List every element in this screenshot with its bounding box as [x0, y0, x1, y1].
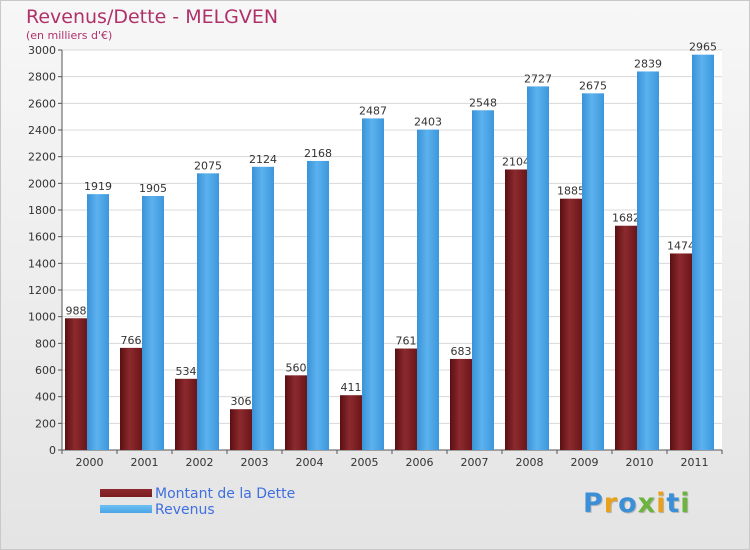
- bar-dette-label: 761: [396, 335, 417, 348]
- bar-dette-label: 766: [121, 334, 142, 347]
- x-tick-label: 2011: [681, 456, 709, 469]
- x-tick-label: 2005: [351, 456, 379, 469]
- y-tick-label: 1400: [28, 257, 56, 270]
- legend-label-dette: Montant de la Dette: [155, 486, 296, 502]
- y-tick-label: 2200: [28, 151, 56, 164]
- y-tick-label: 2000: [28, 177, 56, 190]
- bar-revenus: [472, 110, 494, 451]
- y-tick-label: 1800: [28, 204, 56, 217]
- y-tick-label: 2600: [28, 97, 56, 110]
- bar-revenus-label: 2487: [359, 104, 387, 117]
- bar-revenus: [637, 71, 659, 450]
- bar-dette: [65, 318, 87, 450]
- bar-dette: [120, 347, 142, 450]
- bar-dette-label: 534: [176, 365, 197, 378]
- y-tick-label: 600: [35, 364, 56, 377]
- proxiti-logo: Proxiti: [583, 488, 691, 519]
- x-tick-label: 2002: [186, 456, 214, 469]
- bar-dette: [230, 409, 252, 450]
- x-tick-label: 2001: [131, 456, 159, 469]
- bar-revenus: [362, 118, 384, 451]
- bar-dette: [560, 198, 582, 450]
- x-tick-label: 2009: [571, 456, 599, 469]
- bar-revenus: [252, 166, 274, 451]
- bar-dette-label: 988: [66, 304, 87, 317]
- legend-swatch-dette: [100, 489, 152, 497]
- bar-dette: [175, 378, 197, 450]
- bar-revenus-label: 2675: [579, 79, 607, 92]
- plot-area: [62, 50, 722, 450]
- logo-letter: i: [680, 488, 691, 519]
- bar-dette: [395, 348, 417, 450]
- bar-revenus: [197, 173, 219, 451]
- y-tick-label: 0: [49, 444, 56, 457]
- x-tick-label: 2000: [76, 456, 104, 469]
- y-tick-label: 200: [35, 417, 56, 430]
- bar-dette: [285, 375, 307, 450]
- logo-letter: i: [656, 488, 667, 519]
- bar-dette: [670, 253, 692, 450]
- bar-dette: [340, 395, 362, 450]
- legend-label-revenus: Revenus: [155, 502, 215, 518]
- y-tick-label: 2400: [28, 124, 56, 137]
- bar-revenus: [582, 93, 604, 450]
- y-tick-label: 1200: [28, 284, 56, 297]
- bar-revenus-label: 2075: [194, 159, 222, 172]
- legend-swatch-revenus: [100, 505, 152, 513]
- bar-revenus-label: 2965: [689, 41, 717, 54]
- bar-revenus-label: 2124: [249, 153, 277, 166]
- bar-dette-label: 1682: [612, 212, 640, 225]
- bar-revenus: [307, 160, 329, 450]
- x-tick-label: 2008: [516, 456, 544, 469]
- bar-dette-label: 2104: [502, 155, 530, 168]
- bar-revenus: [142, 196, 164, 450]
- bar-dette-label: 1474: [667, 239, 695, 252]
- bar-revenus-label: 2839: [634, 57, 662, 70]
- bar-revenus: [87, 194, 109, 450]
- chart-title: Revenus/Dette - MELGVEN: [26, 6, 279, 28]
- bar-dette-label: 560: [286, 361, 307, 374]
- logo-letter: P: [583, 488, 604, 519]
- logo-letter: o: [618, 488, 638, 519]
- bar-dette-label: 411: [341, 381, 362, 394]
- bar-revenus-label: 2548: [469, 96, 497, 109]
- bar-dette-label: 683: [451, 345, 472, 358]
- bar-revenus: [417, 129, 439, 450]
- y-tick-label: 1000: [28, 311, 56, 324]
- y-tick-label: 1600: [28, 231, 56, 244]
- x-tick-label: 2006: [406, 456, 434, 469]
- y-tick-label: 2800: [28, 71, 56, 84]
- y-tick-label: 800: [35, 337, 56, 350]
- bar-dette: [615, 225, 637, 450]
- bar-revenus-label: 2727: [524, 72, 552, 85]
- y-tick-label: 400: [35, 391, 56, 404]
- bar-revenus: [527, 86, 549, 451]
- logo-letter: t: [666, 488, 681, 519]
- x-tick-label: 2010: [626, 456, 654, 469]
- bar-dette: [450, 358, 472, 450]
- chart-subtitle: (en milliers d'€): [26, 29, 113, 42]
- bar-revenus-label: 1905: [139, 182, 167, 195]
- x-tick-label: 2003: [241, 456, 269, 469]
- bar-revenus-label: 1919: [84, 180, 112, 193]
- x-tick-label: 2007: [461, 456, 489, 469]
- x-tick-label: 2004: [296, 456, 324, 469]
- bar-dette-label: 306: [231, 395, 252, 408]
- bar-dette: [505, 169, 527, 450]
- bar-dette-label: 1885: [557, 185, 585, 198]
- y-tick-label: 3000: [28, 44, 56, 57]
- bar-revenus-label: 2168: [304, 147, 332, 160]
- logo-letter: r: [603, 488, 619, 519]
- bar-revenus: [692, 54, 714, 451]
- bar-revenus-label: 2403: [414, 116, 442, 129]
- logo-letter: x: [637, 488, 657, 519]
